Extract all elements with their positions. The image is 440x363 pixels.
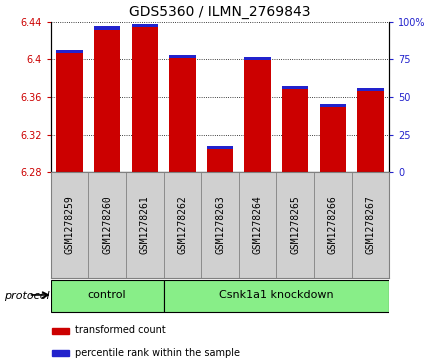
Text: GSM1278259: GSM1278259	[64, 196, 74, 254]
Text: Csnk1a1 knockdown: Csnk1a1 knockdown	[219, 290, 334, 300]
Bar	[245, 57, 271, 172]
Text: GSM1278266: GSM1278266	[328, 196, 338, 254]
Bar	[207, 146, 233, 150]
Bar	[282, 86, 308, 89]
Bar	[56, 50, 83, 172]
Bar	[132, 24, 158, 27]
Bar	[245, 57, 271, 60]
Text: GSM1278260: GSM1278260	[102, 196, 112, 254]
Text: GSM1278261: GSM1278261	[140, 196, 150, 254]
Bar	[357, 88, 384, 91]
Title: GDS5360 / ILMN_2769843: GDS5360 / ILMN_2769843	[129, 5, 311, 19]
Bar	[56, 50, 83, 53]
FancyBboxPatch shape	[51, 280, 164, 312]
Bar	[207, 146, 233, 172]
Bar	[320, 104, 346, 172]
Bar	[357, 88, 384, 172]
Bar	[94, 26, 120, 30]
Text: GSM1278263: GSM1278263	[215, 196, 225, 254]
Bar	[169, 55, 195, 172]
FancyBboxPatch shape	[164, 280, 389, 312]
Text: GSM1278262: GSM1278262	[177, 196, 187, 254]
Text: transformed count: transformed count	[75, 326, 166, 335]
Bar	[94, 26, 120, 172]
Bar	[132, 24, 158, 172]
Text: protocol: protocol	[4, 291, 50, 301]
Text: control: control	[88, 290, 126, 300]
Bar	[320, 104, 346, 107]
Bar	[52, 350, 69, 356]
Text: GSM1278267: GSM1278267	[366, 196, 376, 254]
Bar	[52, 328, 69, 334]
Bar	[282, 86, 308, 172]
Text: GSM1278265: GSM1278265	[290, 196, 300, 254]
Text: percentile rank within the sample: percentile rank within the sample	[75, 348, 240, 358]
Bar	[169, 55, 195, 58]
Text: GSM1278264: GSM1278264	[253, 196, 263, 254]
